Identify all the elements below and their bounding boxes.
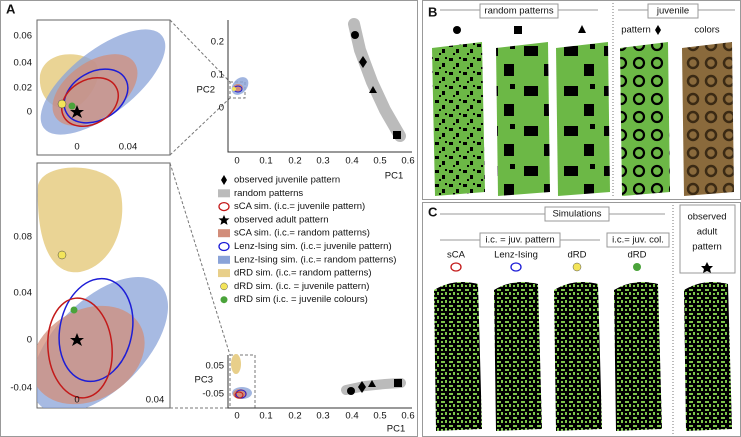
x-tick-label: 0 — [234, 156, 239, 167]
panel-label: B — [428, 4, 437, 19]
heading-box — [679, 204, 736, 274]
panel-label: A — [6, 1, 16, 16]
marker — [453, 26, 461, 34]
x-tick-label: 0.2 — [288, 156, 301, 167]
zoom-frame — [36, 162, 171, 409]
x-tick-label: 0.5 — [373, 411, 386, 422]
legend-label: sCA sim. (i.c.= random patterns) — [234, 228, 370, 239]
x-tick-label: 0.3 — [316, 411, 329, 422]
y-tick-label: 0.2 — [211, 37, 224, 48]
heading-box — [606, 232, 670, 248]
generated: 0.06 0.04 0.02 0 0 0.04 0.08 0.04 0 -0.04 0 0.04 0.2… — [10, 31, 726, 422]
observed-label: adult — [697, 227, 718, 238]
legend-label: dRD sim. (i.c. = juvenile pattern) — [234, 281, 369, 292]
column-label: Lenz-Ising — [494, 250, 538, 261]
legend-icon — [220, 282, 228, 291]
zoom-bottom-shapes — [37, 167, 169, 408]
y-tick-label: 0.08 — [14, 232, 33, 243]
column-label: dRD — [567, 250, 586, 261]
x-tick-label: 0.04 — [119, 142, 138, 153]
legend-icon — [221, 175, 227, 185]
x-tick-label: 0.4 — [345, 411, 358, 422]
x-tick-label: 0.3 — [316, 156, 329, 167]
column-label: dRD — [627, 250, 646, 261]
heading: Simulations — [552, 209, 601, 220]
heading-box — [479, 232, 561, 248]
y-tick-label: 0.1 — [211, 70, 224, 81]
legend-icon — [218, 269, 230, 278]
pc12-plot — [227, 18, 412, 153]
heading: juvenile — [656, 6, 689, 17]
heading-box — [479, 3, 559, 19]
legend-icon — [218, 201, 230, 212]
legend-label: sCA sim. (i.c.= juvenile pattern) — [234, 201, 365, 212]
y-tick-label: 0 — [219, 103, 224, 114]
y-tick-label: 0.02 — [14, 83, 33, 94]
legend-label: dRD sim (i.c. = juvenile colours) — [234, 294, 368, 305]
sim-markers — [450, 262, 641, 272]
zoom-frame — [36, 19, 171, 156]
subheading: i.c. = juv. pattern — [485, 235, 554, 246]
legend-label: dRD sim. (i.c.= random patterns) — [234, 268, 372, 279]
heading-box — [544, 206, 610, 222]
legend-label: observed juvenile pattern — [234, 175, 340, 186]
label: pattern — [621, 25, 651, 36]
heading-box — [647, 3, 699, 19]
x-tick-label: 0.4 — [345, 156, 358, 167]
pattern-images — [432, 42, 734, 196]
x-tick-label: 0 — [234, 411, 239, 422]
x-tick-label: 0 — [74, 142, 79, 153]
y-tick-label: 0 — [27, 335, 32, 346]
legend-icon — [220, 296, 228, 304]
panel-label: C — [428, 204, 438, 219]
label: colors — [694, 25, 720, 36]
x-tick-label: 0.6 — [401, 411, 414, 422]
legend-icon — [218, 214, 230, 225]
x-tick-label: 0 — [74, 395, 79, 406]
observed-label: pattern — [692, 242, 722, 253]
legend-label: observed adult pattern — [234, 214, 329, 225]
axis-label: PC1 — [385, 171, 403, 182]
subheading: i.c.= juv. col. — [612, 235, 664, 246]
y-tick-label: 0.04 — [14, 58, 33, 69]
y-tick-label: 0 — [27, 107, 32, 118]
legend-icon — [218, 189, 230, 198]
axis-label: PC1 — [387, 424, 405, 435]
y-tick-label: 0.05 — [206, 361, 225, 372]
x-tick-label: 0.1 — [259, 156, 272, 167]
x-tick-label: 0.2 — [288, 411, 301, 422]
marker — [578, 25, 586, 33]
y-tick-label: 0.06 — [14, 31, 33, 42]
legend-icon — [218, 229, 230, 238]
axis-label: PC2 — [197, 85, 215, 96]
y-tick-label: -0.05 — [202, 389, 224, 400]
marker — [514, 26, 522, 34]
y-tick-label: -0.04 — [10, 383, 32, 394]
axis-label: PC3 — [195, 375, 213, 386]
legend-label: Lenz-Ising sim. (i.c.= random patterns) — [234, 254, 396, 265]
heading: random patterns — [484, 6, 553, 17]
x-tick-label: 0.04 — [146, 395, 165, 406]
marker — [655, 25, 661, 35]
x-tick-label: 0.5 — [373, 156, 386, 167]
marker — [701, 262, 713, 273]
zoom-top-shapes — [39, 29, 166, 135]
pc13-plot — [227, 354, 412, 409]
legend-label: random patterns — [234, 188, 303, 199]
legend-icon — [218, 241, 230, 252]
legend-icon — [218, 255, 230, 264]
column-label: sCA — [447, 250, 466, 261]
legend-label: Lenz-Ising sim. (i.c.= juvenile pattern) — [234, 241, 392, 252]
y-tick-label: 0.04 — [14, 288, 33, 299]
x-tick-label: 0.6 — [401, 156, 414, 167]
observed-label: observed — [687, 212, 726, 223]
sim-images — [434, 282, 732, 431]
x-tick-label: 0.1 — [259, 411, 272, 422]
